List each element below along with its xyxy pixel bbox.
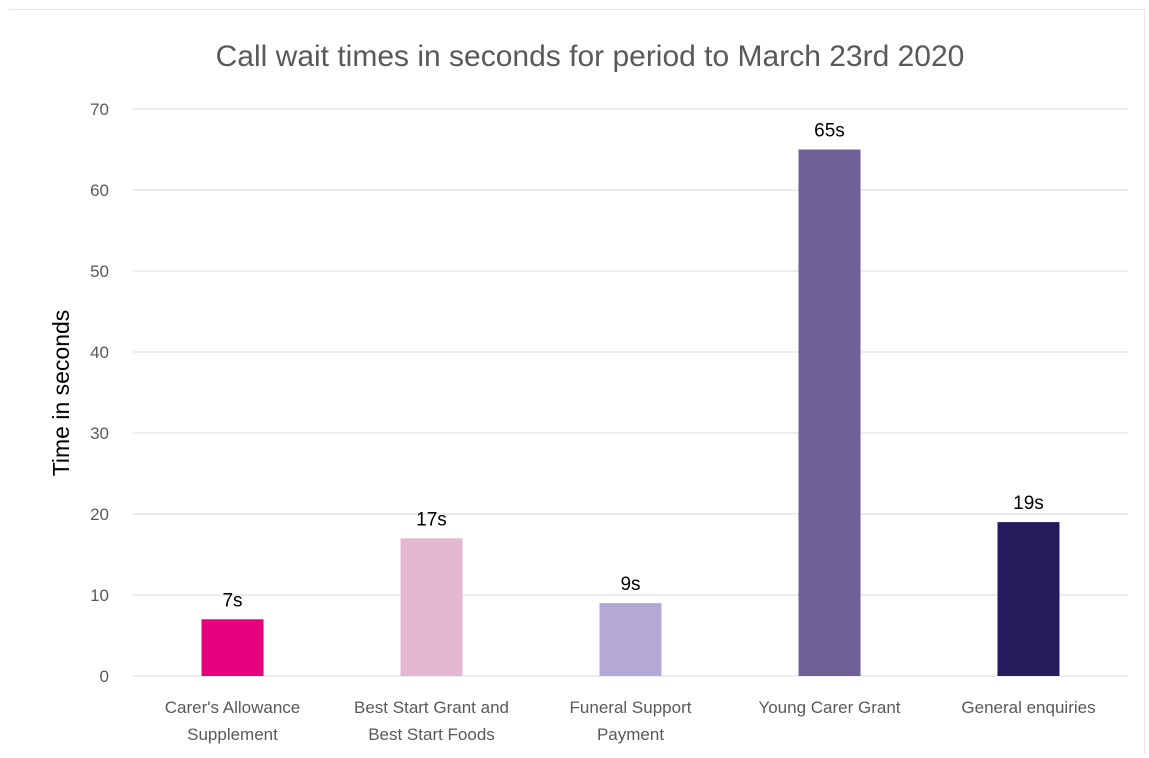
data-label: 9s — [620, 574, 640, 595]
y-axis-title: Time in seconds — [48, 310, 74, 477]
category-label: Young Carer Grant — [758, 698, 900, 717]
bars — [201, 149, 1060, 676]
y-tick-label: 30 — [90, 424, 109, 443]
y-tick-label: 60 — [90, 181, 109, 200]
category-label: Best Start Grant and — [354, 698, 509, 717]
data-labels: 7s 17s 9s 65s 19s — [222, 121, 1043, 612]
category-labels: Carer's Allowance Supplement Best Start Gr… — [165, 698, 1096, 744]
bar — [599, 603, 662, 676]
y-tick-label: 0 — [100, 667, 109, 686]
bar — [201, 619, 264, 676]
bar — [400, 538, 463, 676]
y-axis-ticks: 0 10 20 30 40 50 60 70 — [90, 100, 109, 686]
bar — [798, 149, 861, 676]
y-tick-label: 20 — [90, 505, 109, 524]
data-label: 19s — [1013, 493, 1044, 514]
chart-frame — [9, 9, 1145, 754]
category-label: General enquiries — [961, 698, 1095, 717]
category-label: Supplement — [187, 725, 278, 744]
category-label: Best Start Foods — [368, 725, 495, 744]
category-label: Carer's Allowance — [165, 698, 301, 717]
data-label: 65s — [814, 121, 845, 142]
data-label: 17s — [416, 509, 447, 530]
y-tick-label: 10 — [90, 586, 109, 605]
data-label: 7s — [222, 590, 242, 611]
category-label: Funeral Support — [570, 698, 692, 717]
y-tick-label: 70 — [90, 100, 109, 119]
chart-title: Call wait times in seconds for period to… — [216, 40, 965, 73]
y-tick-label: 50 — [90, 262, 109, 281]
y-tick-label: 40 — [90, 343, 109, 362]
category-label: Payment — [597, 725, 664, 744]
bar — [997, 522, 1060, 676]
